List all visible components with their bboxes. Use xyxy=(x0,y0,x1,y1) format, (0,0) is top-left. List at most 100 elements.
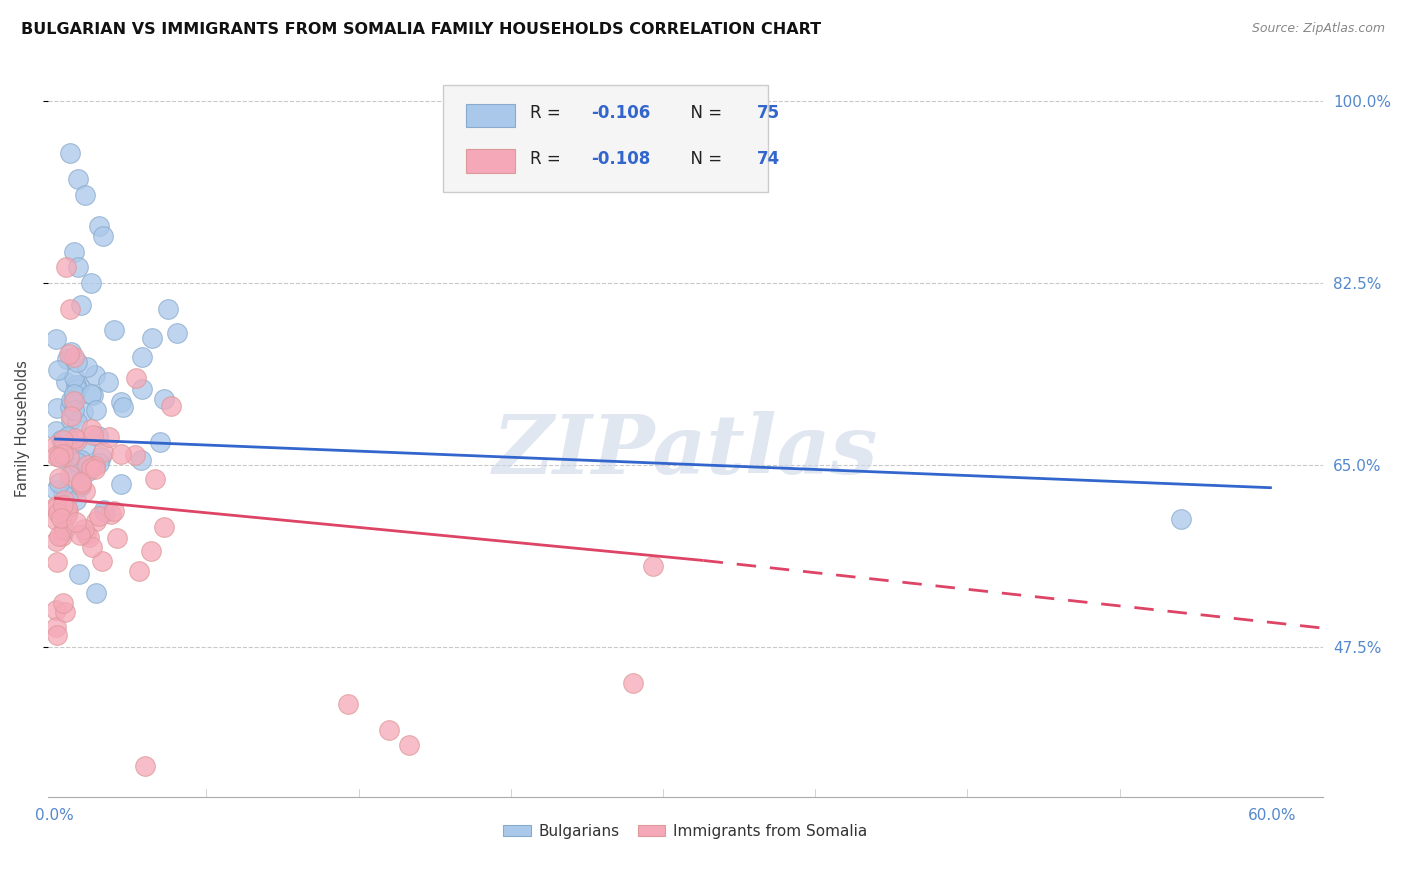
Point xyxy=(70,452,93,467)
Point xyxy=(45,332,67,346)
Text: 75: 75 xyxy=(756,104,780,122)
Point xyxy=(65,415,87,429)
Point xyxy=(45,620,67,634)
Point xyxy=(48,529,70,543)
Point xyxy=(45,603,67,617)
Point xyxy=(52,447,75,461)
Point xyxy=(60,393,83,408)
Point xyxy=(83,368,105,383)
Point xyxy=(52,440,75,454)
Point xyxy=(60,409,83,424)
Point xyxy=(87,509,110,524)
Point xyxy=(48,476,70,491)
Point xyxy=(70,476,93,491)
Point xyxy=(67,172,90,186)
Point xyxy=(46,506,69,520)
Point xyxy=(51,529,73,543)
Point xyxy=(149,434,172,449)
Point xyxy=(110,447,132,461)
Point xyxy=(86,429,108,443)
Point xyxy=(55,375,77,389)
Point xyxy=(69,528,91,542)
Point xyxy=(89,456,111,470)
Point xyxy=(45,401,67,415)
Point xyxy=(73,484,96,499)
Point xyxy=(70,298,93,312)
Point xyxy=(100,507,122,521)
Point xyxy=(156,301,179,316)
Point xyxy=(621,676,644,690)
Point xyxy=(160,399,183,413)
Point xyxy=(56,491,79,505)
Point xyxy=(45,512,67,526)
Point xyxy=(80,540,103,554)
Text: R =: R = xyxy=(530,150,565,169)
Point xyxy=(378,723,401,737)
Point xyxy=(129,452,152,467)
Point xyxy=(65,377,87,392)
Point xyxy=(56,504,79,518)
Point xyxy=(110,395,132,409)
Point xyxy=(65,493,87,508)
Point xyxy=(65,515,87,529)
Text: BULGARIAN VS IMMIGRANTS FROM SOMALIA FAMILY HOUSEHOLDS CORRELATION CHART: BULGARIAN VS IMMIGRANTS FROM SOMALIA FAM… xyxy=(21,22,821,37)
Point xyxy=(45,533,67,548)
Point xyxy=(66,355,89,369)
Point xyxy=(63,394,86,409)
Point xyxy=(91,554,114,568)
Point xyxy=(60,395,83,409)
Point xyxy=(91,445,114,459)
Point xyxy=(52,596,75,610)
Text: N =: N = xyxy=(681,150,727,169)
Point xyxy=(97,429,120,443)
Point xyxy=(70,478,93,492)
Point xyxy=(55,351,77,366)
Point xyxy=(52,450,75,465)
Legend: Bulgarians, Immigrants from Somalia: Bulgarians, Immigrants from Somalia xyxy=(498,818,873,845)
Point xyxy=(69,475,91,489)
Point xyxy=(56,429,79,443)
Point xyxy=(91,229,114,244)
Y-axis label: Family Households: Family Households xyxy=(15,360,30,497)
Point xyxy=(56,501,79,516)
Point xyxy=(51,433,73,447)
Point xyxy=(51,485,73,500)
Point xyxy=(59,467,82,482)
Point xyxy=(80,460,103,475)
Point xyxy=(128,564,150,578)
Point xyxy=(48,448,70,462)
Bar xyxy=(467,103,515,128)
Point xyxy=(83,458,105,473)
Point xyxy=(143,471,166,485)
Point xyxy=(131,382,153,396)
Point xyxy=(84,403,107,417)
Point xyxy=(52,524,75,539)
Point xyxy=(59,400,82,414)
Point xyxy=(45,483,67,497)
Point xyxy=(75,439,97,453)
Point xyxy=(52,433,75,447)
Point xyxy=(82,427,104,442)
Point xyxy=(76,359,98,374)
Text: R =: R = xyxy=(530,104,565,122)
Point xyxy=(63,387,86,401)
Point xyxy=(59,301,82,316)
Point xyxy=(103,323,125,337)
Point xyxy=(134,759,156,773)
Point xyxy=(45,628,67,642)
Text: -0.106: -0.106 xyxy=(591,104,650,122)
Point xyxy=(103,504,125,518)
Point xyxy=(66,382,89,396)
Point xyxy=(152,392,174,407)
Point xyxy=(66,433,89,447)
Point xyxy=(60,413,83,427)
Point xyxy=(58,347,80,361)
Point xyxy=(48,450,70,464)
Point xyxy=(73,523,96,537)
Point xyxy=(110,477,132,491)
Point xyxy=(82,388,104,402)
Point xyxy=(72,405,94,419)
Point xyxy=(52,522,75,536)
Bar xyxy=(467,149,515,173)
Point xyxy=(69,378,91,392)
